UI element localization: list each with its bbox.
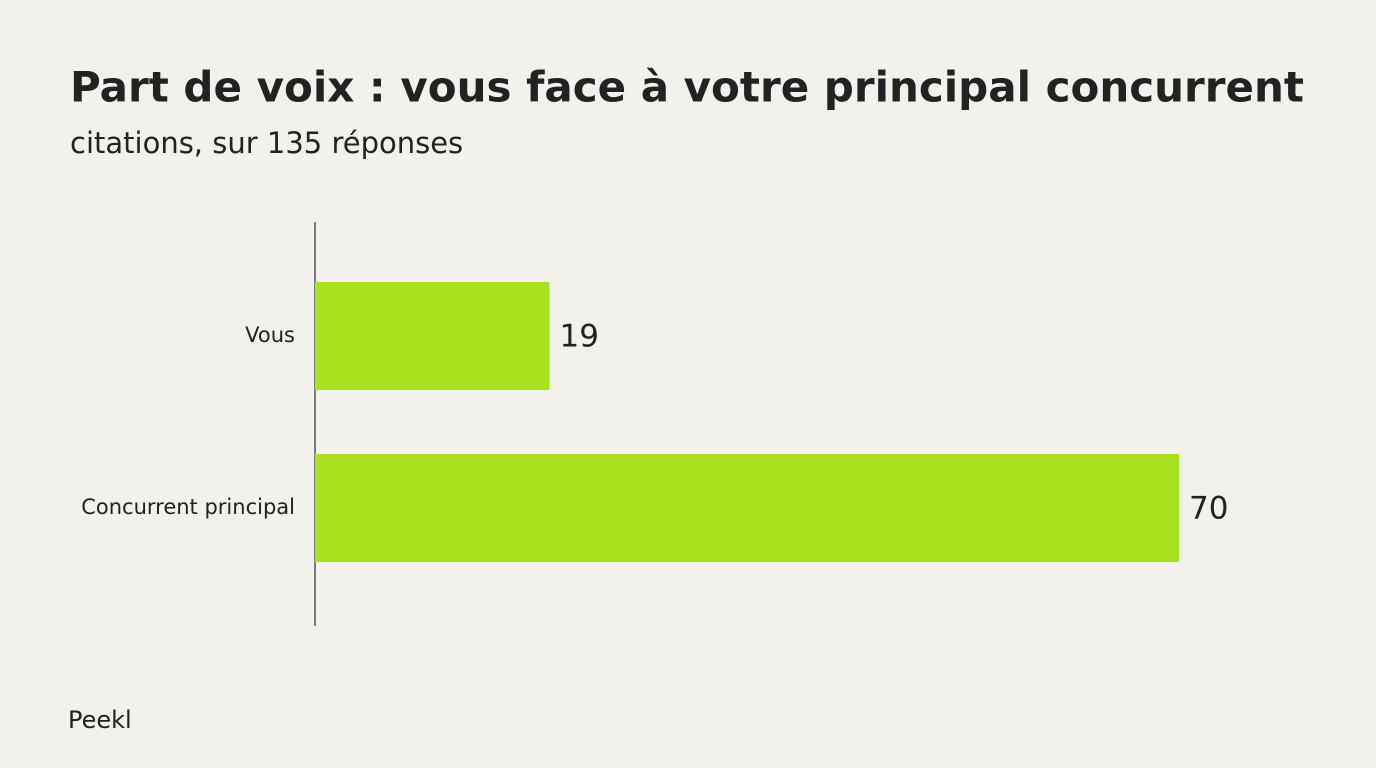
y-tick-label: Concurrent principal <box>81 495 295 519</box>
bar <box>315 454 1179 562</box>
chart-subtitle: citations, sur 135 réponses <box>70 126 463 160</box>
brand: Peekl <box>68 706 132 734</box>
value-label: 19 <box>560 319 599 355</box>
chart-title: Part de voix : vous face à votre princip… <box>70 63 1304 112</box>
y-tick-label: Vous <box>245 323 295 347</box>
bar <box>315 282 550 390</box>
value-label: 70 <box>1189 491 1228 527</box>
